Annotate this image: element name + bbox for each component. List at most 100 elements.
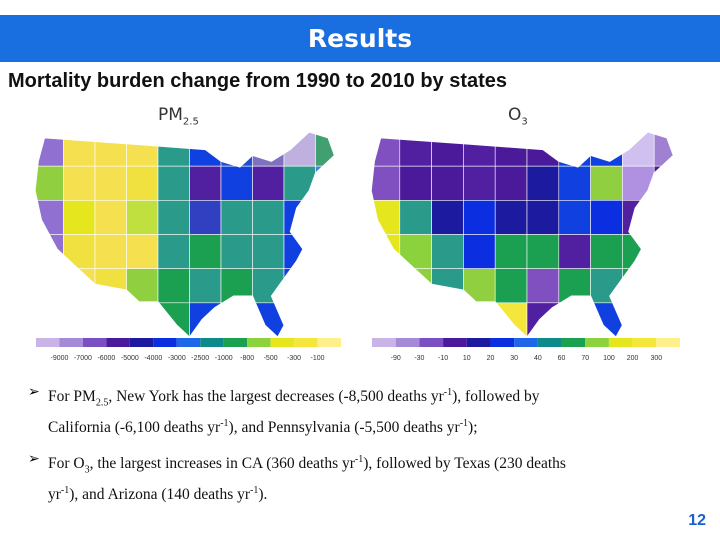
state-region [94, 165, 127, 201]
state-region [399, 302, 432, 337]
state-region [220, 200, 253, 235]
state-region [94, 234, 127, 269]
legend-label: -10 [438, 355, 448, 362]
state-region [63, 268, 96, 304]
legend-label: -7000 [74, 355, 92, 362]
state-region [315, 302, 335, 337]
legend-label: -100 [311, 355, 325, 362]
state-region [63, 302, 96, 337]
state-region [94, 268, 127, 304]
legend-swatch [200, 338, 224, 347]
state-region [463, 268, 496, 304]
state-region [189, 200, 222, 235]
state-region [431, 302, 464, 337]
state-region [590, 234, 623, 269]
state-region [315, 268, 335, 304]
state-region [371, 268, 401, 304]
state-region [431, 132, 464, 167]
legend-label: -4000 [144, 355, 162, 362]
legend-swatch [419, 338, 444, 347]
state-region [283, 302, 316, 337]
legend-swatch [514, 338, 538, 347]
legend-swatch [490, 338, 515, 347]
state-region [463, 234, 496, 269]
state-region [653, 268, 674, 304]
state-region [653, 234, 674, 269]
state-region [220, 302, 253, 337]
state-region [653, 200, 674, 235]
bullet-arrow: ➢ [28, 451, 40, 467]
state-region [463, 132, 496, 167]
legend-swatch [632, 338, 657, 347]
legend-label: 10 [463, 355, 471, 362]
state-region [252, 200, 285, 235]
map-outline [34, 131, 335, 338]
legend-swatch [656, 338, 680, 347]
legend-label: 60 [558, 355, 566, 362]
state-region [220, 165, 253, 201]
state-region [126, 165, 159, 201]
state-region [622, 200, 655, 235]
map-label: PM2.5 [158, 105, 199, 128]
legend-label: -30 [414, 355, 424, 362]
page-number: 12 [688, 512, 706, 529]
state-region [220, 268, 253, 304]
state-region [283, 268, 316, 304]
state-region [189, 234, 222, 269]
state-region [558, 234, 591, 269]
state-region [252, 234, 285, 269]
state-region [35, 132, 64, 167]
map [371, 132, 674, 337]
state-region [283, 165, 316, 201]
state-region [399, 165, 432, 201]
state-region [622, 132, 655, 167]
state-region [653, 165, 674, 201]
state-region [653, 132, 674, 167]
legend-swatch [294, 338, 318, 347]
state-region [526, 200, 560, 235]
legend-label: 300 [650, 355, 662, 362]
state-region [220, 132, 253, 167]
state-region [371, 234, 401, 269]
state-region [252, 165, 285, 201]
legend-swatch [561, 338, 586, 347]
state-region [126, 200, 159, 235]
state-region [126, 234, 159, 269]
state-region [315, 200, 335, 235]
state-region [494, 268, 528, 304]
legend-swatch [372, 338, 396, 347]
maps: -9000 -7000 -6000 -5000 -4000 -3000 -2500 -1000… [34, 131, 680, 362]
state-region [35, 165, 64, 201]
legend-label: -500 [264, 355, 278, 362]
state-region [35, 302, 64, 337]
state-region [590, 165, 623, 201]
legend-label: -3000 [168, 355, 186, 362]
state-region [558, 200, 591, 235]
legend-swatch [59, 338, 83, 347]
state-region [526, 302, 560, 337]
state-region [252, 132, 285, 167]
map-outline [370, 131, 674, 338]
state-region [622, 165, 655, 201]
state-region [494, 165, 528, 201]
legend-label: 40 [534, 355, 542, 362]
legend-swatch [317, 338, 341, 347]
state-region [94, 132, 127, 167]
state-region [35, 234, 64, 269]
state-region [157, 200, 190, 235]
legend-swatch [466, 338, 491, 347]
state-region [371, 200, 401, 235]
state-region [526, 268, 560, 304]
state-region [371, 302, 401, 337]
legend-label: -90 [391, 355, 401, 362]
state-region [590, 200, 623, 235]
state-region [63, 200, 96, 235]
state-region [526, 234, 560, 269]
map-label: O3 [508, 105, 528, 128]
state-region [157, 165, 190, 201]
state-region [126, 302, 159, 337]
legend-label: 70 [581, 355, 589, 362]
title-bar [0, 15, 720, 62]
legend-label: 200 [627, 355, 639, 362]
